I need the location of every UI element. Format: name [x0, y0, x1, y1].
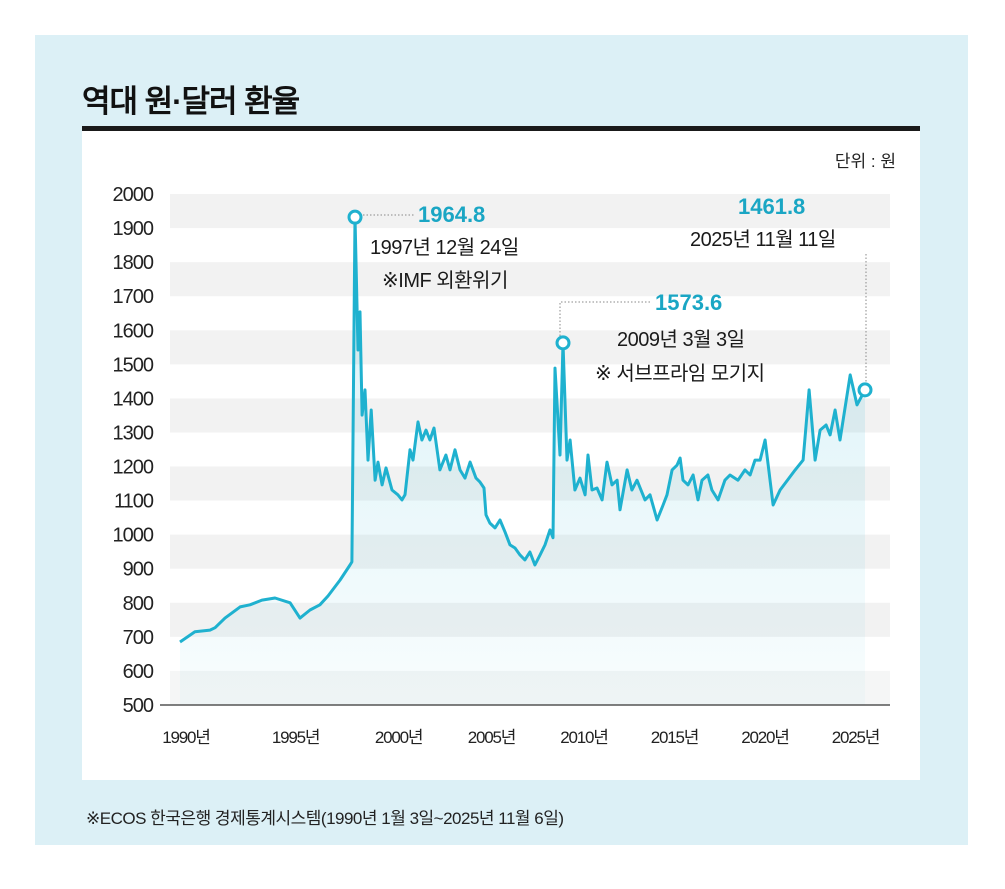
- grid-band: [170, 262, 890, 297]
- annotation-value-2009: 1573.6: [655, 290, 722, 315]
- annotation-date-2025: 2025년 11월 11일: [690, 228, 836, 251]
- y-tick-label: 1600: [113, 320, 154, 342]
- title-divider: [82, 126, 920, 131]
- annotation-value-2025: 1461.8: [738, 194, 805, 219]
- x-tick-label: 2010년: [560, 728, 607, 747]
- annotation-note-1997: ※IMF 외환위기: [382, 269, 508, 292]
- y-tick-label: 800: [123, 593, 154, 615]
- peak-marker-1997: [347, 209, 363, 225]
- y-tick-label: 900: [123, 559, 154, 581]
- y-tick-label: 2000: [113, 184, 154, 206]
- grid-band: [170, 398, 890, 433]
- annotation-date-1997: 1997년 12월 24일: [370, 236, 519, 259]
- y-tick-label: 1100: [114, 491, 154, 513]
- y-tick-label: 1300: [113, 422, 154, 444]
- peak-marker-2009: [555, 335, 571, 351]
- x-tick-label: 2025년: [832, 728, 879, 747]
- annotation-date-2009: 2009년 3월 3일: [617, 328, 745, 351]
- y-tick-label: 1400: [113, 388, 154, 410]
- x-tick-label: 2015년: [651, 728, 698, 747]
- grid-band: [170, 330, 890, 365]
- y-tick-label: 700: [123, 627, 154, 649]
- y-tick-label: 500: [123, 695, 154, 717]
- y-tick-label: 1200: [113, 457, 154, 479]
- y-tick-label: 600: [123, 661, 154, 683]
- x-tick-label: 2000년: [375, 728, 422, 747]
- y-tick-label: 1000: [113, 525, 154, 547]
- leader-line-2009: [559, 301, 652, 336]
- y-tick-label: 1500: [113, 354, 154, 376]
- area-fill: [180, 217, 865, 705]
- unit-label: 단위 : 원: [835, 152, 896, 171]
- x-tick-label: 1995년: [272, 728, 319, 747]
- source-note: ※ECOS 한국은행 경제통계시스템(1990년 1월 3일~2025년 11월…: [86, 809, 564, 828]
- y-tick-label: 1900: [113, 218, 154, 240]
- series-line: [179, 215, 867, 644]
- grid-band: [170, 194, 890, 229]
- latest-marker-2025: [857, 382, 873, 398]
- annotation-note-2009: ※ 서브프라임 모기지: [595, 362, 765, 385]
- annotation-value-1997: 1964.8: [418, 202, 485, 227]
- x-tick-label: 2005년: [468, 728, 515, 747]
- y-tick-label: 1800: [113, 252, 154, 274]
- x-tick-label: 2020년: [741, 728, 788, 747]
- x-tick-label: 1990년: [162, 728, 209, 747]
- chart-title: 역대 원·달러 환율: [82, 84, 300, 119]
- y-tick-label: 1700: [113, 286, 154, 308]
